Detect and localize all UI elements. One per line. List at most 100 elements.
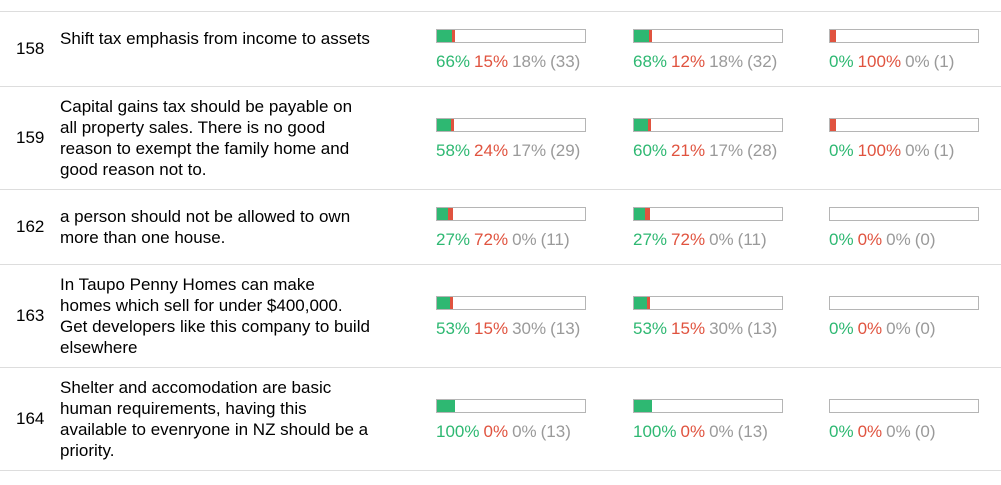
disagree-percent: 0% xyxy=(483,422,509,441)
vote-bar-disagree-fill xyxy=(649,30,652,42)
pass-percent: 17% xyxy=(709,141,744,160)
pass-percent: 0% xyxy=(905,52,930,71)
disagree-percent: 15% xyxy=(474,52,509,71)
vote-bar-agree-fill xyxy=(437,208,448,220)
statement-id: 164 xyxy=(16,409,45,428)
participant-count: (13) xyxy=(550,319,581,338)
vote-bar-agree-fill xyxy=(634,208,645,220)
pass-percent: 30% xyxy=(512,319,547,338)
vote-bar xyxy=(829,296,979,310)
disagree-percent: 0% xyxy=(857,319,883,338)
disagree-percent: 21% xyxy=(671,141,706,160)
vote-bar xyxy=(633,296,783,310)
participant-count: (33) xyxy=(550,52,581,71)
vote-bar-disagree-fill xyxy=(648,119,651,131)
participant-count: (0) xyxy=(914,422,936,441)
participant-count: (0) xyxy=(914,230,936,249)
pass-percent: 0% xyxy=(512,422,537,441)
agree-percent: 68% xyxy=(633,52,668,71)
vote-bar-disagree-fill xyxy=(830,30,836,42)
vote-bar xyxy=(436,296,586,310)
pass-percent: 0% xyxy=(905,141,930,160)
participant-count: (1) xyxy=(933,52,955,71)
pass-percent: 0% xyxy=(709,230,734,249)
vote-stats: 100% 0% 0% (13) xyxy=(436,422,575,442)
vote-bar-agree-fill xyxy=(437,297,450,309)
disagree-percent: 0% xyxy=(857,230,883,249)
pass-percent: 17% xyxy=(512,141,547,160)
pass-percent: 0% xyxy=(709,422,734,441)
table-row xyxy=(0,87,1001,190)
vote-bar xyxy=(633,29,783,43)
vote-stats: 0% 0% 0% (0) xyxy=(829,422,940,442)
participant-count: (29) xyxy=(550,141,581,160)
agree-percent: 27% xyxy=(633,230,668,249)
statement-id: 163 xyxy=(16,306,45,325)
vote-bar-agree-fill xyxy=(634,119,648,131)
participant-count: (11) xyxy=(540,230,570,249)
statement-text: Shelter and accomodation are basic human… xyxy=(60,378,369,460)
vote-stats: 27% 72% 0% (11) xyxy=(633,230,771,250)
statement-id: 158 xyxy=(16,39,45,58)
vote-bar-agree-fill xyxy=(437,400,455,412)
statement-id: 159 xyxy=(16,128,45,147)
vote-bar xyxy=(829,207,979,221)
agree-percent: 100% xyxy=(436,422,480,441)
vote-bar-disagree-fill xyxy=(647,297,650,309)
participant-count: (0) xyxy=(914,319,936,338)
vote-stats: 68% 12% 18% (32) xyxy=(633,52,781,72)
statement-text: Shift tax emphasis from income to assets xyxy=(60,29,370,48)
disagree-percent: 24% xyxy=(474,141,509,160)
pass-percent: 0% xyxy=(512,230,537,249)
vote-stats: 60% 21% 17% (28) xyxy=(633,141,781,161)
vote-stats: 100% 0% 0% (13) xyxy=(633,422,772,442)
vote-stats: 0% 100% 0% (1) xyxy=(829,52,958,72)
disagree-percent: 0% xyxy=(680,422,706,441)
vote-bar-disagree-fill xyxy=(645,208,650,220)
disagree-percent: 0% xyxy=(857,422,883,441)
vote-bar xyxy=(829,29,979,43)
table-row xyxy=(0,12,1001,87)
vote-stats: 0% 100% 0% (1) xyxy=(829,141,958,161)
participant-count: (11) xyxy=(737,230,767,249)
vote-bar xyxy=(633,399,783,413)
participant-count: (13) xyxy=(737,422,768,441)
agree-percent: 0% xyxy=(829,141,854,160)
vote-stats: 27% 72% 0% (11) xyxy=(436,230,574,250)
agree-percent: 0% xyxy=(829,52,854,71)
participant-count: (28) xyxy=(747,141,778,160)
agree-percent: 53% xyxy=(436,319,471,338)
vote-stats: 0% 0% 0% (0) xyxy=(829,319,940,339)
vote-stats: 53% 15% 30% (13) xyxy=(436,319,584,339)
statement-text: In Taupo Penny Homes can make homes whic… xyxy=(60,275,370,357)
vote-stats: 66% 15% 18% (33) xyxy=(436,52,584,72)
vote-bar-disagree-fill xyxy=(830,119,836,131)
pass-percent: 18% xyxy=(709,52,744,71)
vote-bar xyxy=(633,207,783,221)
agree-percent: 0% xyxy=(829,230,854,249)
disagree-percent: 72% xyxy=(474,230,509,249)
participant-count: (1) xyxy=(933,141,955,160)
agree-percent: 100% xyxy=(633,422,677,441)
vote-stats: 58% 24% 17% (29) xyxy=(436,141,584,161)
participant-count: (13) xyxy=(747,319,778,338)
vote-bar-agree-fill xyxy=(634,400,652,412)
vote-bar xyxy=(633,118,783,132)
pass-percent: 30% xyxy=(709,319,744,338)
vote-bar xyxy=(436,118,586,132)
agree-percent: 58% xyxy=(436,141,471,160)
vote-stats: 53% 15% 30% (13) xyxy=(633,319,781,339)
vote-bar-disagree-fill xyxy=(451,119,454,131)
disagree-percent: 15% xyxy=(671,319,706,338)
participant-count: (32) xyxy=(747,52,778,71)
pass-percent: 18% xyxy=(512,52,547,71)
vote-bar-agree-fill xyxy=(634,297,647,309)
vote-bar xyxy=(436,207,586,221)
vote-bar-disagree-fill xyxy=(452,30,455,42)
statement-text: a person should not be allowed to own mo… xyxy=(60,207,351,247)
vote-bar-disagree-fill xyxy=(448,208,453,220)
agree-percent: 60% xyxy=(633,141,668,160)
statement-text: Capital gains tax should be payable on a… xyxy=(60,97,353,179)
table-row xyxy=(0,265,1001,368)
